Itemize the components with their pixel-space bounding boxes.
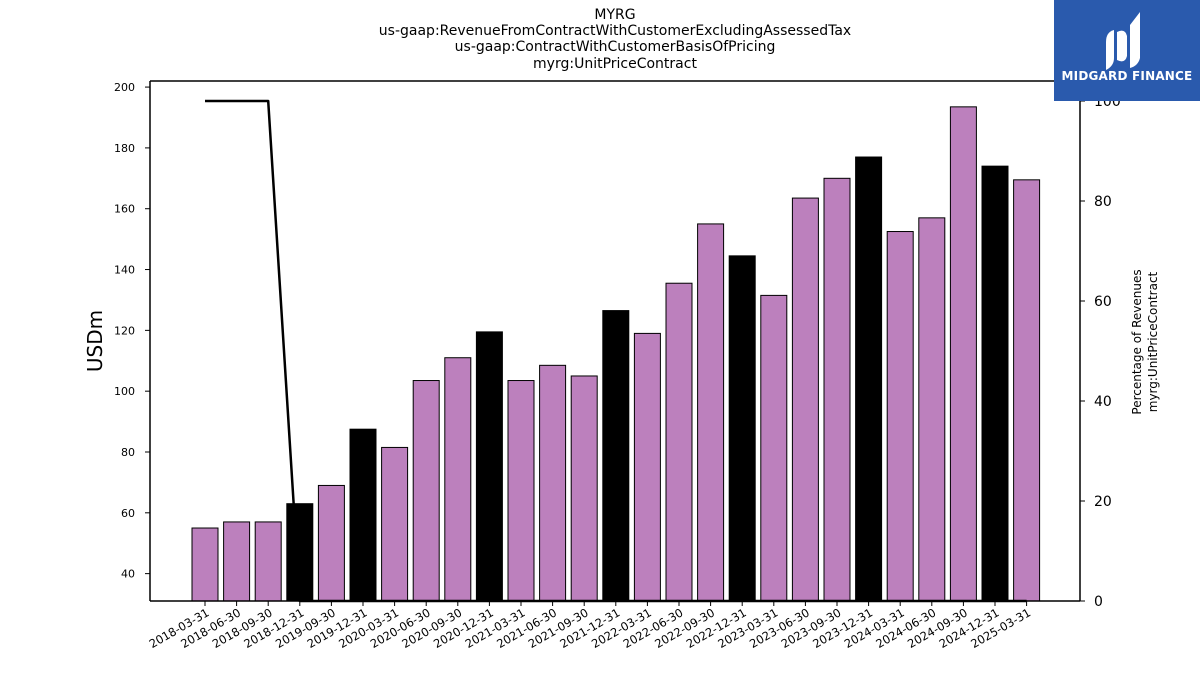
- bar-group: [191, 106, 1041, 602]
- bar: [949, 106, 977, 602]
- bar: [886, 231, 914, 602]
- bar: [697, 223, 725, 602]
- bar: [855, 156, 883, 602]
- bar: [665, 282, 693, 602]
- y2-axis-label: Percentage of Revenues: [1130, 269, 1144, 414]
- y-tick-label: 120: [114, 324, 135, 337]
- bar: [760, 294, 788, 602]
- y-tick-label: 40: [121, 568, 135, 581]
- y2-tick-label: 0: [1094, 594, 1103, 610]
- logo-text: MIDGARD FINANCE: [1061, 69, 1193, 83]
- bar: [444, 357, 472, 602]
- y-tick-label: 160: [114, 203, 135, 216]
- bar: [191, 527, 219, 602]
- logo-mark-icon: [1106, 12, 1140, 70]
- bar: [791, 197, 819, 602]
- bar: [918, 217, 946, 602]
- bar: [633, 332, 661, 602]
- y2-tick-label: 80: [1094, 194, 1112, 210]
- bar: [539, 364, 567, 602]
- bar: [381, 446, 409, 602]
- y-tick-label: 60: [121, 507, 135, 520]
- bar: [728, 255, 756, 602]
- y-tick-label: 140: [114, 264, 135, 277]
- bar: [254, 521, 282, 602]
- bar: [570, 375, 598, 602]
- logo: MIDGARD FINANCE: [1054, 0, 1200, 101]
- y-tick-label: 80: [121, 446, 135, 459]
- bar: [223, 521, 251, 602]
- chart-subtitle-1: us-gaap:RevenueFromContractWithCustomerE…: [378, 23, 852, 39]
- y-axis-label: USDm: [83, 310, 107, 372]
- chart-subtitle-3: myrg:UnitPriceContract: [533, 56, 697, 72]
- y-tick-label: 100: [114, 385, 135, 398]
- y-tick-label: 180: [114, 142, 135, 155]
- chart-subtitle-2: us-gaap:ContractWithCustomerBasisOfPrici…: [454, 39, 776, 55]
- chart-title: MYRG: [594, 7, 636, 23]
- bar: [981, 165, 1009, 602]
- bar: [412, 380, 440, 602]
- bar: [1013, 179, 1041, 602]
- y-tick-label: 200: [114, 81, 135, 94]
- y2-axis-label: myrg:UnitPriceContract: [1146, 271, 1160, 412]
- bar: [349, 428, 377, 602]
- y2-tick-label: 20: [1094, 494, 1112, 510]
- bar: [602, 310, 630, 602]
- bar: [317, 484, 345, 602]
- bar: [823, 177, 851, 602]
- bar: [507, 380, 535, 602]
- bar: [475, 331, 503, 602]
- y2-tick-label: 40: [1094, 394, 1112, 410]
- y2-tick-label: 60: [1094, 294, 1112, 310]
